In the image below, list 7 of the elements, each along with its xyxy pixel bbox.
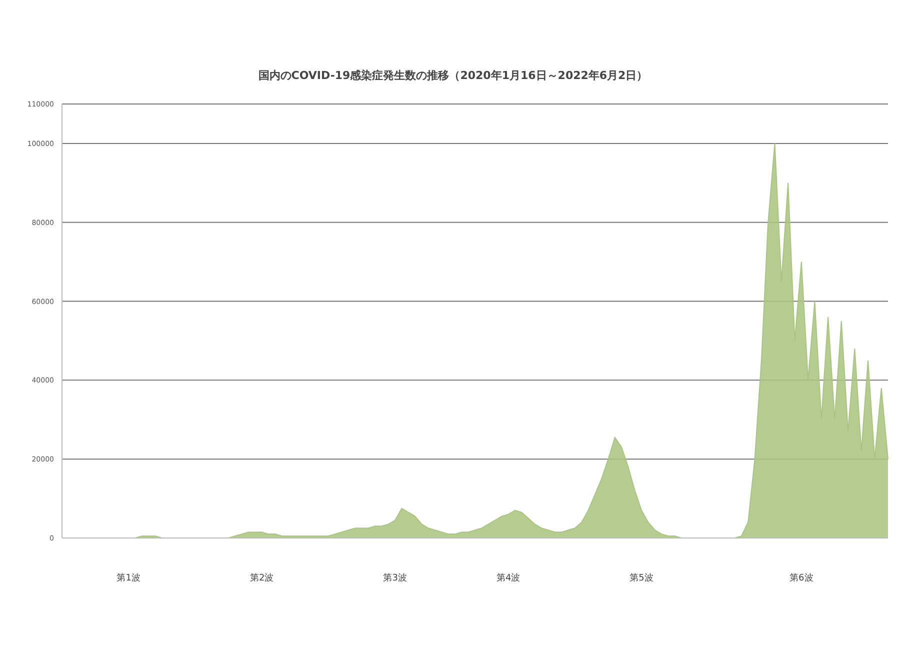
x-tick-label: 第3波 bbox=[383, 572, 407, 584]
chart-title: 国内のCOVID-19感染症発生数の推移（2020年1月16日～2022年6月2日） bbox=[257, 68, 649, 83]
x-tick-label: 第1波 bbox=[116, 572, 140, 584]
x-tick-label: 第2波 bbox=[250, 572, 274, 584]
x-tick-label: 第6波 bbox=[790, 572, 814, 584]
x-tick-label: 第4波 bbox=[496, 572, 520, 584]
x-tick-label: 第5波 bbox=[630, 572, 654, 584]
